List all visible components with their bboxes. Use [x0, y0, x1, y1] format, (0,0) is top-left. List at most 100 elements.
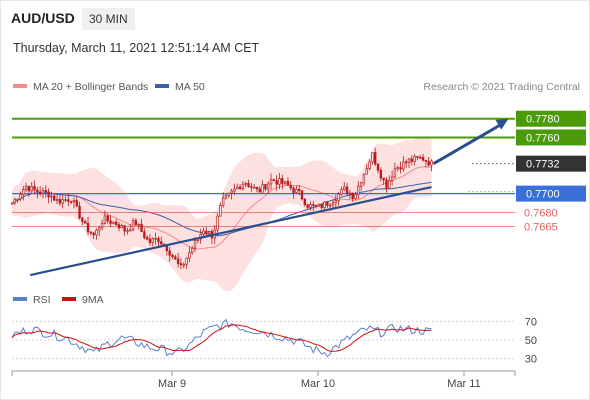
- candle-body: [289, 184, 292, 189]
- rsi-legend-label: RSI: [33, 294, 51, 306]
- resistance-badge-1: [516, 129, 586, 146]
- ma50-line: [11, 181, 432, 237]
- candle-body: [24, 185, 28, 190]
- candle-body: [120, 225, 123, 229]
- candle-body: [337, 193, 340, 201]
- credit-label: Research © 2021 Trading Central: [423, 81, 580, 93]
- candle-body: [81, 217, 84, 222]
- resistance-badge-0: [516, 110, 586, 127]
- candle-body: [129, 229, 132, 232]
- rsi-ma-legend-swatch: [62, 297, 76, 301]
- candle-body: [98, 227, 101, 231]
- candle-body: [140, 223, 143, 232]
- candle-body: [38, 191, 42, 194]
- candle-body: [16, 198, 19, 201]
- rsi-ma-legend-label: 9MA: [82, 294, 104, 306]
- candle-body: [171, 254, 174, 258]
- candle-body: [238, 186, 242, 190]
- candle-body: [50, 195, 53, 198]
- candle-body: [424, 159, 428, 162]
- candle-body: [219, 205, 222, 217]
- candle-body: [374, 152, 377, 165]
- symbol-title: AUD/USD: [11, 10, 75, 26]
- candle-body: [112, 221, 115, 224]
- candle-body: [106, 215, 109, 222]
- candle-body: [388, 179, 391, 189]
- candle-body: [396, 167, 399, 170]
- candle-body: [362, 173, 366, 184]
- candle-body: [413, 156, 416, 162]
- support-badge-3: [516, 185, 586, 202]
- candle-body: [314, 204, 318, 207]
- current-price-badge: [516, 155, 586, 172]
- candle-body: [376, 163, 380, 171]
- candle-body: [320, 203, 323, 209]
- candle-body: [134, 220, 138, 226]
- rsi-tick-label-2: 30: [525, 354, 537, 366]
- rsi-tick-label-1: 50: [525, 335, 537, 347]
- candle-body: [157, 238, 160, 243]
- candle-body: [160, 241, 163, 245]
- candle-body: [131, 220, 135, 231]
- candle-body: [185, 257, 188, 265]
- candle-body: [351, 192, 354, 200]
- candle-body: [176, 258, 180, 264]
- candle-body: [148, 238, 152, 243]
- candle-body: [100, 223, 104, 229]
- candle-body: [44, 190, 47, 193]
- candle-body: [137, 223, 140, 226]
- candle-body: [22, 189, 25, 195]
- candle-body: [247, 183, 250, 187]
- candle-body: [357, 185, 360, 195]
- candle-body: [359, 182, 363, 187]
- x-axis: Mar 9 Mar 10 Mar 11: [11, 370, 516, 390]
- candle-body: [354, 194, 357, 200]
- bollinger-legend-swatch: [13, 84, 27, 88]
- candle-body: [323, 201, 326, 209]
- candle-body: [345, 186, 349, 194]
- candle-body: [399, 167, 402, 170]
- candle-body: [283, 180, 287, 184]
- candle-body: [295, 189, 298, 193]
- trend-layer: [30, 118, 509, 277]
- candle-body: [216, 215, 219, 231]
- candle-body: [92, 232, 95, 236]
- resistance-badge-label-0: 0.7780: [526, 114, 560, 126]
- candle-body: [89, 231, 93, 234]
- candle-body: [334, 200, 337, 204]
- candle-body: [430, 160, 433, 166]
- candle-body: [19, 194, 22, 200]
- candle-body: [328, 204, 332, 207]
- datetime-label: Thursday, March 11, 2021 12:51:14 AM CET: [13, 41, 260, 55]
- candle-body: [95, 229, 98, 236]
- x-axis-label-2: Mar 11: [447, 378, 480, 390]
- ma50-legend-label: MA 50: [175, 81, 205, 93]
- candle-body: [221, 197, 225, 206]
- candle-body: [154, 238, 157, 240]
- candle-body: [78, 205, 81, 219]
- candle-body: [69, 200, 73, 203]
- candle-body: [382, 177, 385, 181]
- candle-body: [241, 183, 245, 190]
- current-price-label: 0.7732: [526, 159, 560, 171]
- candle-body: [404, 161, 408, 164]
- candle-body: [188, 252, 191, 259]
- candle-body: [393, 168, 397, 178]
- candle-body: [292, 187, 295, 193]
- rsi-tick-label-0: 70: [525, 316, 537, 328]
- bollinger-legend-label: MA 20 + Bollinger Bands: [33, 81, 148, 93]
- candle-body: [365, 168, 368, 175]
- candle-body: [27, 185, 31, 192]
- candle-body: [244, 183, 247, 185]
- candle-body: [36, 189, 39, 193]
- candle-body: [326, 201, 329, 206]
- candle-body: [84, 221, 87, 224]
- candle-body: [64, 199, 67, 201]
- candle-body: [174, 256, 177, 260]
- candle-body: [300, 190, 304, 200]
- candle-body: [30, 186, 33, 192]
- timeframe-badge[interactable]: 30 MIN: [82, 8, 135, 30]
- candle-body: [267, 183, 270, 190]
- candle-body: [368, 161, 371, 170]
